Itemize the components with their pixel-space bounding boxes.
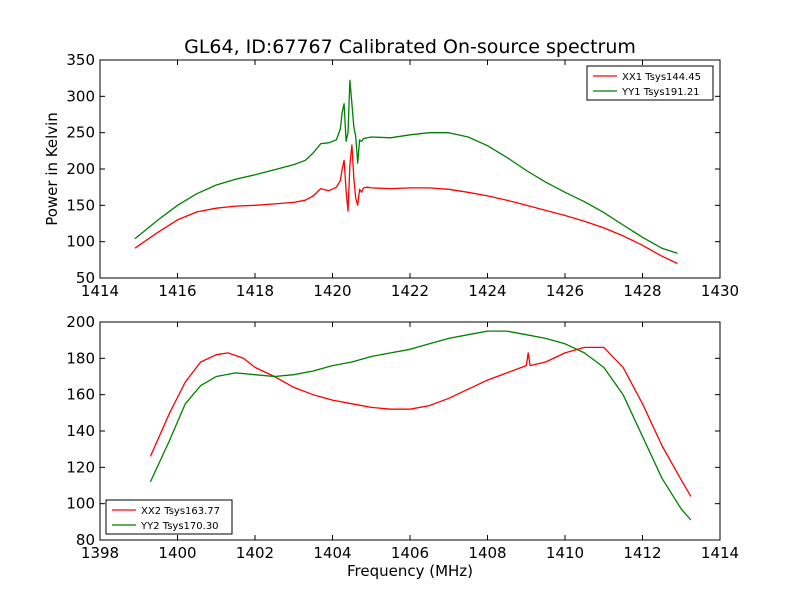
x-tick-label: 1412: [623, 544, 661, 562]
legend-box: [586, 65, 714, 101]
x-axis-label: Frequency (MHz): [347, 562, 473, 580]
y-tick-label: 100: [66, 233, 95, 251]
legend: XX1 Tsys144.45 YY1 Tsys191.21: [586, 65, 714, 101]
y-tick-label: 150: [66, 196, 95, 214]
y-tick-label: 200: [66, 313, 95, 331]
x-tick-label: 1402: [236, 544, 274, 562]
x-tick-label: 1400: [158, 544, 196, 562]
y-tick-label: 250: [66, 124, 95, 142]
x-tick-label: 1420: [313, 282, 351, 300]
x-tick-label: 1430: [701, 282, 739, 300]
legend-label: YY2 Tsys170.30: [140, 521, 219, 532]
legend-label: XX1 Tsys144.45: [622, 72, 701, 83]
legend-label: YY1 Tsys191.21: [621, 87, 700, 98]
y-tick-label: 180: [66, 349, 95, 367]
legend: XX2 Tsys163.77 YY2 Tsys170.30: [105, 499, 233, 535]
x-tick-label: 1410: [546, 544, 584, 562]
figure-title: GL64, ID:67767 Calibrated On-source spec…: [184, 36, 636, 58]
x-tick-label: 1416: [158, 282, 196, 300]
x-tick-label: 1398: [81, 544, 119, 562]
legend-label: XX2 Tsys163.77: [141, 506, 220, 517]
y-tick-label: 160: [66, 386, 95, 404]
x-tick-label: 1424: [468, 282, 506, 300]
series-line-xx2: [149, 346, 692, 497]
y-tick-label: 140: [66, 422, 95, 440]
x-tick-label: 1428: [623, 282, 661, 300]
series-line-yy2: [149, 330, 692, 521]
series-line-yy1: [134, 79, 678, 254]
x-tick-label: 1422: [391, 282, 429, 300]
x-tick-label: 1414: [81, 282, 119, 300]
y-axis-label: Power in Kelvin: [43, 112, 61, 226]
y-tick-label: 80: [76, 531, 95, 549]
top-subplot: 1414 1416 1418 1420 1422 1424 1426 1428 1430 50 10…: [43, 51, 739, 300]
series-line-xx1: [134, 144, 678, 265]
y-tick-label: 100: [66, 495, 95, 513]
x-tick-label: 1404: [313, 544, 351, 562]
x-tick-label: 1414: [701, 544, 739, 562]
y-tick-label: 120: [66, 458, 95, 476]
x-tick-label: 1408: [468, 544, 506, 562]
legend-box: [105, 499, 233, 535]
y-tick-label: 50: [76, 269, 95, 287]
x-tick-label: 1426: [546, 282, 584, 300]
x-tick-label: 1406: [391, 544, 429, 562]
y-tick-label: 350: [66, 51, 95, 69]
y-tick-label: 300: [66, 87, 95, 105]
y-tick-label: 200: [66, 160, 95, 178]
bottom-subplot: 1398 1400 1402 1404 1406 1408 1410 1412 1414 80 10…: [66, 313, 739, 580]
x-tick-label: 1418: [236, 282, 274, 300]
